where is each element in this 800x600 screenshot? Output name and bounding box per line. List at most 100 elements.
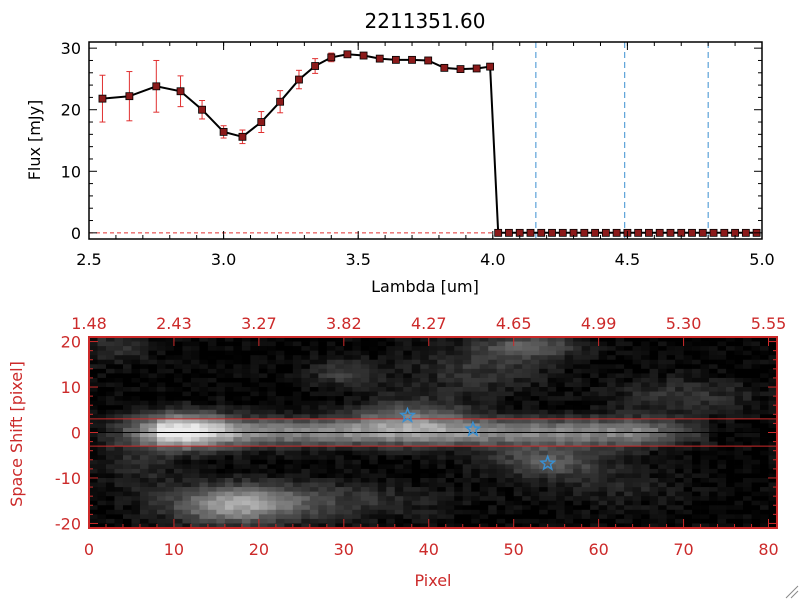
image-pixel (522, 373, 532, 379)
image-pixel (275, 437, 285, 442)
image-pixel (122, 437, 132, 442)
image-pixel (709, 409, 718, 415)
image-pixel (683, 400, 693, 406)
image-pixel (97, 409, 107, 415)
image-pixel (488, 414, 498, 420)
image-pixel (505, 387, 515, 392)
image-pixel (488, 500, 498, 506)
image-pixel (649, 468, 659, 474)
image-pixel (267, 487, 277, 493)
image-pixel (131, 450, 141, 456)
image-pixel (445, 509, 455, 515)
image-pixel (751, 446, 761, 452)
image-pixel (122, 427, 132, 433)
image-pixel (760, 468, 769, 474)
image-pixel (318, 382, 328, 388)
image-pixel (505, 505, 515, 511)
image-pixel (539, 509, 549, 515)
image-pixel (89, 477, 98, 483)
image-pixel (326, 487, 336, 493)
image-pixel (726, 350, 735, 356)
image-pixel (309, 500, 319, 506)
image-pixel (522, 523, 532, 529)
image-pixel (717, 473, 727, 479)
image-pixel (590, 400, 600, 406)
image-pixel (760, 441, 769, 447)
image-pixel (165, 355, 175, 361)
image-pixel (556, 473, 566, 479)
image-pixel (760, 482, 769, 488)
image-pixel (258, 405, 268, 411)
image-pixel (122, 359, 132, 365)
image-pixel (318, 377, 328, 383)
image-pixel (666, 500, 676, 506)
image-pixel (148, 405, 158, 411)
image-pixel (122, 396, 132, 402)
image-pixel (573, 423, 583, 429)
image-pixel (462, 487, 472, 493)
image-pixel (437, 491, 447, 497)
image-pixel (607, 359, 617, 365)
image-pixel (216, 500, 226, 506)
image-pixel (377, 391, 387, 397)
image-pixel (462, 482, 472, 488)
image-pixel (479, 400, 489, 406)
image-pixel (386, 350, 396, 356)
image-top-ticks: 1.48 2.43 3.27 3.82 4.27 4.65 4.99 5.30 5.55 (71, 314, 786, 346)
image-pixel (471, 368, 481, 374)
image-pixel (590, 409, 600, 415)
image-pixel (335, 400, 345, 406)
image-pixel (428, 364, 438, 370)
image-pixel (700, 377, 710, 383)
image-pixel (114, 477, 124, 483)
image-pixel (114, 455, 124, 461)
image-pixel (700, 414, 710, 420)
image-pixel (709, 405, 718, 411)
image-pixel (556, 455, 566, 461)
image-pixel (564, 368, 574, 374)
image-pixel (564, 350, 574, 356)
image-pixel (496, 382, 506, 388)
image-pixel (182, 514, 192, 520)
image-pixel (165, 473, 175, 479)
image-pixel (139, 405, 149, 411)
image-pixel (216, 455, 226, 461)
image-pixel (649, 523, 659, 529)
image-pixel (496, 514, 506, 520)
image-pixel (496, 364, 506, 370)
image-pixel (148, 373, 158, 379)
image-pixel (190, 505, 200, 511)
image-pixel (233, 364, 243, 370)
image-pixel (547, 377, 557, 383)
image-pixel (598, 337, 608, 342)
image-pixel (292, 459, 302, 465)
image-pixel (335, 387, 345, 392)
image-pixel (377, 377, 387, 383)
image-pixel (165, 427, 175, 433)
image-pixel (309, 477, 319, 483)
image-pixel (445, 414, 455, 420)
image-pixel (573, 450, 583, 456)
image-pixel (267, 455, 277, 461)
image-pixel (105, 427, 115, 433)
image-pixel (700, 350, 710, 356)
image-pixel (709, 459, 718, 465)
image-pixel (513, 500, 523, 506)
resize-grip-icon[interactable] (785, 585, 799, 599)
image-pixel (505, 450, 515, 456)
image-pixel (207, 364, 217, 370)
image-pixel (615, 396, 625, 402)
image-pixel (607, 414, 617, 420)
image-pixel (352, 477, 362, 483)
top-tick-label: 3.27 (241, 314, 277, 333)
image-pixel (241, 505, 251, 511)
image-pixel (496, 441, 506, 447)
image-pixel (598, 455, 608, 461)
image-pixel (726, 396, 735, 402)
image-pixel (131, 509, 141, 515)
image-pixel (624, 518, 633, 524)
image-pixel (768, 437, 778, 442)
image-pixel (445, 373, 455, 379)
image-pixel (726, 418, 735, 424)
